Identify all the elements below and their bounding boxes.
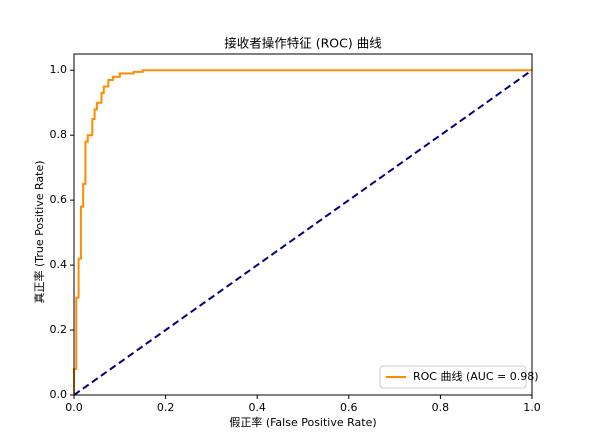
x-tick-label: 0.2 [157, 401, 175, 414]
x-tick-label: 0.8 [432, 401, 450, 414]
y-tick-label: 1.0 [50, 63, 68, 76]
legend-box [379, 365, 527, 389]
chart-title: 接收者操作特征 (ROC) 曲线 [224, 36, 382, 51]
legend: ROC 曲线 (AUC = 0.98) [379, 365, 539, 389]
roc-line [73, 69, 533, 396]
y-axis-label: 真正率 (True Positive Rate) [32, 160, 46, 303]
x-tick-label: 1.0 [523, 401, 541, 414]
y-tick-label: 0.0 [50, 388, 68, 401]
roc-line [73, 69, 532, 395]
y-tick-label: 0.8 [50, 128, 68, 141]
x-tick-label: 0.0 [65, 401, 83, 414]
y-tick-label: 0.6 [50, 193, 68, 206]
y-tick-label: 0.4 [50, 258, 68, 271]
x-axis-label: 假正率 (False Positive Rate) [229, 415, 376, 429]
plot-frame [73, 53, 533, 396]
x-tick-label: 0.4 [248, 401, 266, 414]
legend-label: ROC 曲线 (AUC = 0.98) [413, 369, 539, 383]
y-tick-label: 0.2 [50, 323, 68, 336]
x-tick-label: 0.6 [340, 401, 358, 414]
